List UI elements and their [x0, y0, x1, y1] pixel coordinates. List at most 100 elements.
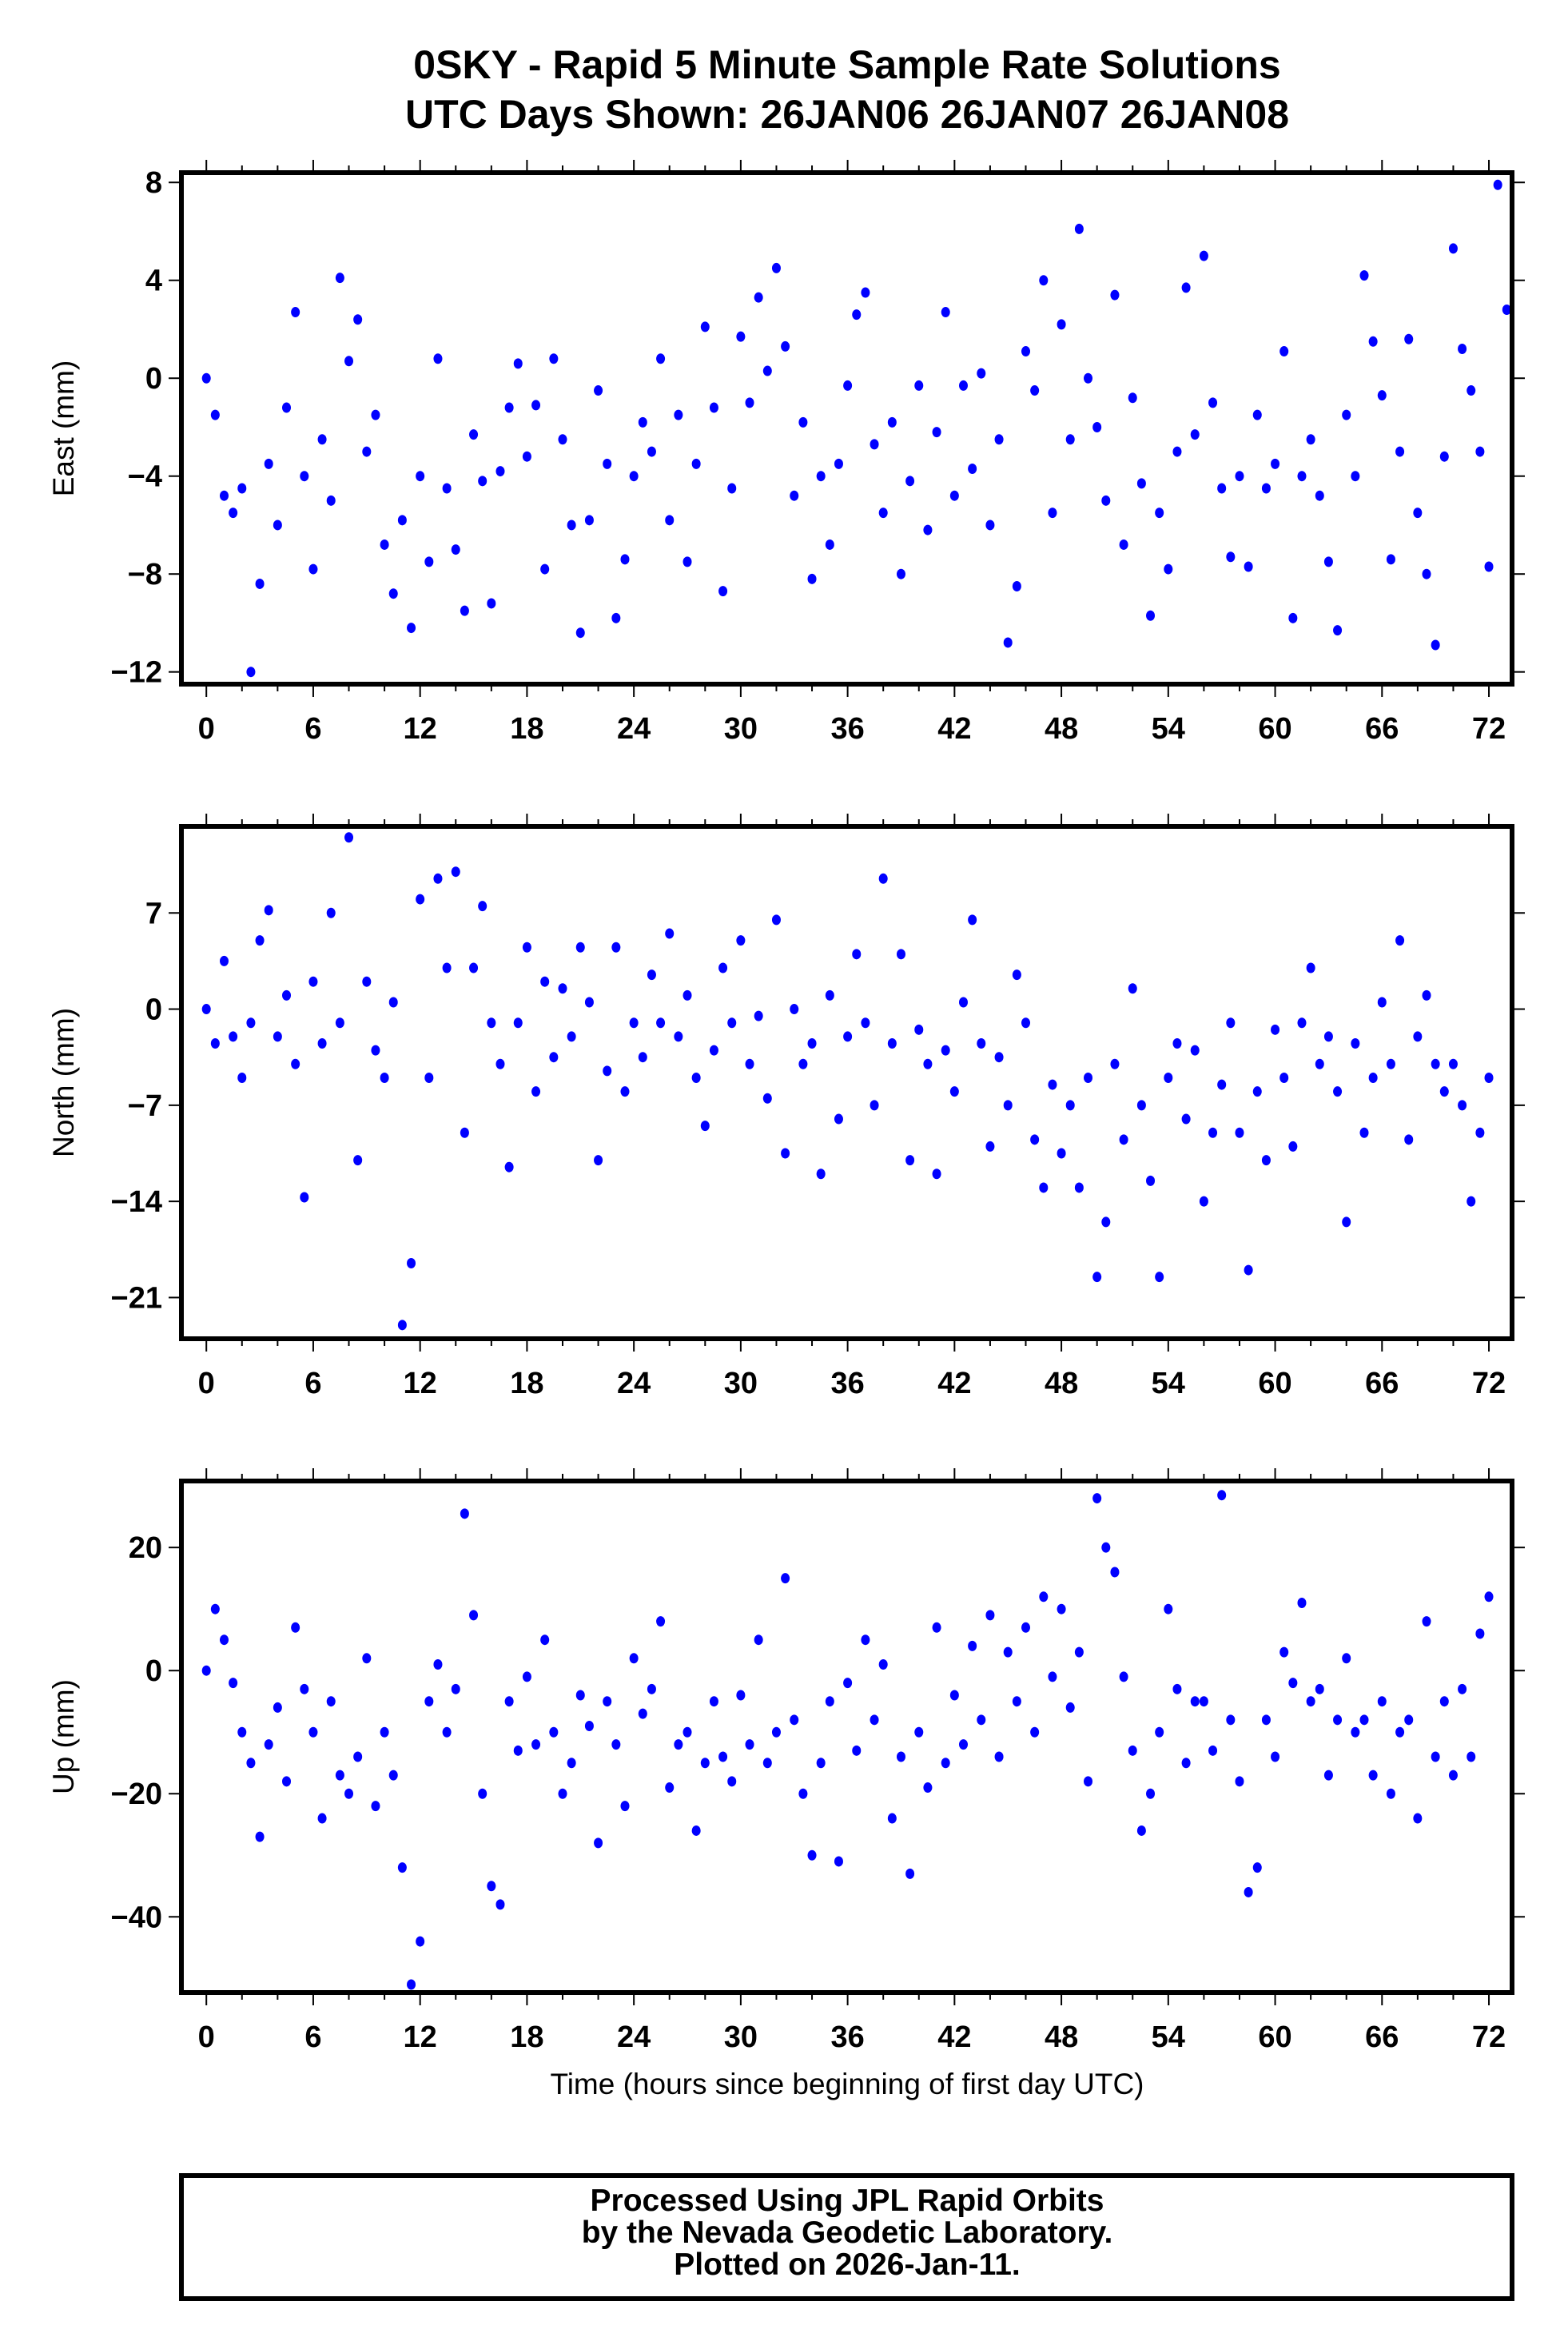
data-point: [282, 989, 292, 1001]
data-point: [1146, 1788, 1156, 1799]
data-point: [344, 832, 354, 843]
y-tick-label: 20: [129, 1531, 162, 1565]
data-point: [1065, 434, 1075, 445]
data-point: [1395, 935, 1405, 946]
data-point: [638, 1708, 647, 1719]
data-point: [478, 901, 488, 912]
data-point: [949, 490, 959, 501]
data-point: [362, 1653, 372, 1664]
data-point: [861, 1634, 870, 1646]
data-point: [388, 1770, 398, 1781]
data-point: [1342, 1216, 1351, 1228]
data-point: [1271, 458, 1280, 469]
data-point: [291, 307, 300, 318]
data-point: [1475, 1127, 1485, 1138]
data-point: [683, 1726, 692, 1738]
x-axis-label: Time (hours since beginning of first day…: [550, 2068, 1144, 2100]
data-point: [1458, 1683, 1467, 1694]
data-point: [1484, 561, 1494, 572]
data-point: [1217, 1490, 1227, 1501]
data-point: [674, 1031, 683, 1042]
data-point: [1323, 1770, 1333, 1781]
data-point: [798, 1058, 808, 1069]
data-point: [718, 586, 728, 597]
data-point: [905, 476, 915, 487]
data-point: [380, 1726, 389, 1738]
x-tick-label: 72: [1472, 712, 1506, 746]
x-tick-label: 42: [937, 1367, 971, 1400]
data-point: [495, 466, 505, 477]
data-point: [1475, 1628, 1485, 1639]
data-point: [353, 1751, 363, 1762]
data-point: [852, 309, 862, 320]
data-point: [700, 1758, 710, 1769]
data-point: [407, 1979, 416, 1990]
data-point: [1439, 1086, 1449, 1097]
data-point: [709, 402, 718, 413]
data-point: [709, 1696, 718, 1707]
data-point: [745, 397, 754, 408]
data-point: [1431, 1751, 1440, 1762]
data-point: [932, 1622, 941, 1633]
data-point: [335, 273, 344, 284]
data-point: [255, 935, 265, 946]
data-point: [736, 1690, 746, 1701]
data-point: [371, 1801, 380, 1812]
data-point: [407, 623, 416, 634]
data-point: [513, 1017, 523, 1029]
data-point: [246, 1758, 256, 1769]
data-point: [380, 539, 389, 550]
data-point: [416, 471, 425, 482]
data-point: [1448, 243, 1458, 254]
x-tick-label: 6: [304, 1367, 321, 1400]
data-point: [629, 1653, 639, 1664]
data-point: [1039, 1591, 1049, 1602]
data-point: [416, 1936, 425, 1947]
data-point: [620, 1801, 630, 1812]
data-point: [878, 1659, 888, 1670]
data-point: [237, 1726, 247, 1738]
panel-north: 0 6 12 18 24 30 36 42 48 54 60 66 72 7 0 −7 −14 −21 North …: [47, 814, 1525, 1400]
data-point: [798, 1788, 808, 1799]
data-point: [781, 1148, 790, 1159]
data-point: [1271, 1751, 1280, 1762]
data-point: [968, 1640, 977, 1651]
x-tick-label: 12: [404, 1367, 437, 1400]
data-point: [353, 1155, 363, 1166]
x-tick-label: 12: [404, 712, 437, 746]
data-point: [878, 873, 888, 884]
data-point: [1297, 1017, 1307, 1029]
data-point: [558, 434, 567, 445]
data-point: [603, 1065, 612, 1077]
data-point: [861, 1017, 870, 1029]
data-point: [790, 1714, 799, 1726]
data-point: [709, 1045, 718, 1056]
data-point: [1190, 1696, 1200, 1707]
data-point: [1377, 390, 1387, 401]
data-point: [237, 1072, 247, 1083]
data-point: [531, 1086, 541, 1097]
data-point: [896, 1751, 905, 1762]
data-point: [985, 1141, 995, 1152]
data-point: [1351, 1726, 1360, 1738]
data-point: [416, 894, 425, 905]
data-point: [1172, 1683, 1182, 1694]
data-point: [1244, 1264, 1253, 1276]
y-axis-label: North (mm): [47, 1008, 80, 1157]
data-point: [210, 1038, 220, 1049]
data-point: [1315, 1058, 1324, 1069]
x-tick-label: 30: [724, 2021, 758, 2054]
data-point: [896, 949, 905, 960]
data-point: [611, 1739, 621, 1750]
data-point: [540, 976, 550, 987]
y-axis-label: Up (mm): [47, 1679, 80, 1794]
data-point: [629, 471, 639, 482]
data-point: [994, 1751, 1004, 1762]
y-tick-label: 8: [145, 166, 162, 200]
data-point: [1155, 1726, 1164, 1738]
data-point: [656, 353, 666, 364]
data-point: [317, 1813, 327, 1824]
data-point: [1021, 346, 1031, 357]
data-point: [353, 314, 363, 325]
data-point: [807, 573, 817, 584]
